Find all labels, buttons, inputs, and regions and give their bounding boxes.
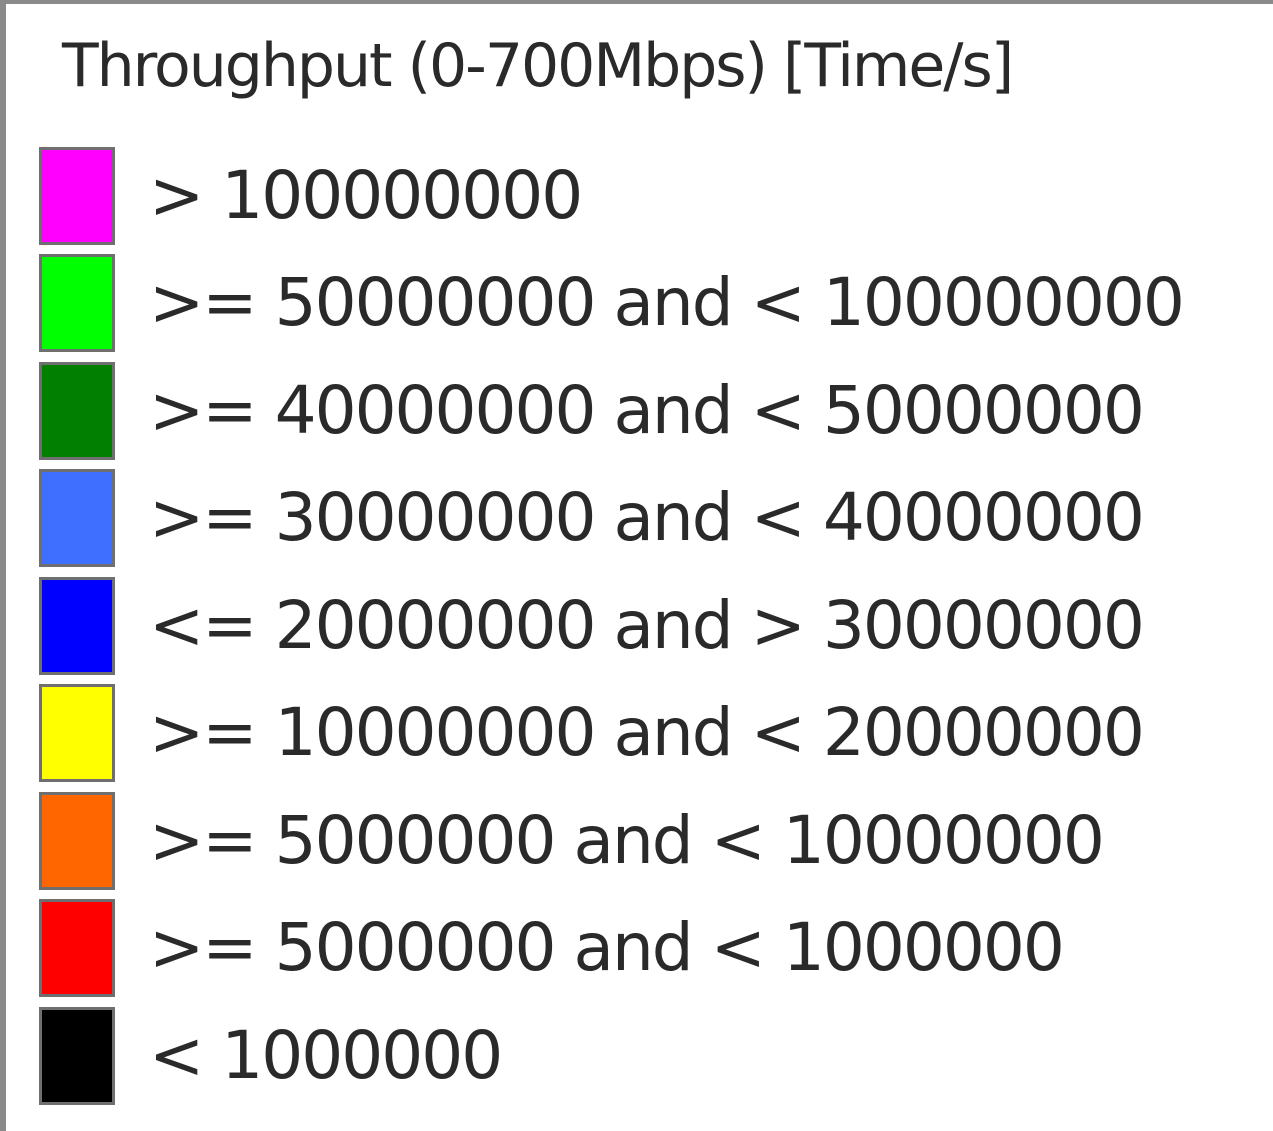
legend-item-label: > 100000000 bbox=[149, 156, 583, 234]
legend-item-label: >= 5000000 and < 1000000 bbox=[149, 909, 1065, 987]
legend-color-swatch bbox=[39, 361, 115, 460]
legend-item: >= 30000000 and < 40000000 bbox=[39, 465, 1183, 573]
legend-item: < 1000000 bbox=[39, 1002, 1183, 1110]
legend-item: >= 5000000 and < 10000000 bbox=[39, 787, 1183, 895]
legend-item-label: < 1000000 bbox=[149, 1016, 503, 1094]
legend-item-label: >= 5000000 and < 10000000 bbox=[149, 801, 1105, 879]
legend-title: Throughput (0-700Mbps) [Time/s] bbox=[62, 31, 1014, 101]
legend-list: > 100000000 >= 50000000 and < 100000000 >=… bbox=[39, 142, 1185, 1110]
legend-color-swatch bbox=[39, 1006, 115, 1105]
legend-item: >= 10000000 and < 20000000 bbox=[39, 680, 1183, 788]
legend-item-label: >= 50000000 and < 100000000 bbox=[149, 264, 1185, 342]
legend-item: > 100000000 bbox=[39, 142, 1183, 250]
legend-color-swatch bbox=[39, 254, 115, 353]
legend-item: <= 20000000 and > 30000000 bbox=[39, 572, 1183, 680]
legend-item-label: >= 30000000 and < 40000000 bbox=[149, 479, 1145, 557]
legend-item-label: >= 40000000 and < 50000000 bbox=[149, 371, 1145, 449]
legend-item: >= 40000000 and < 50000000 bbox=[39, 357, 1183, 465]
legend-item-label: >= 10000000 and < 20000000 bbox=[149, 694, 1145, 772]
legend-color-swatch bbox=[39, 684, 115, 783]
legend-item-label: <= 20000000 and > 30000000 bbox=[149, 586, 1145, 664]
legend-item: >= 5000000 and < 1000000 bbox=[39, 895, 1183, 1003]
legend-color-swatch bbox=[39, 899, 115, 998]
legend-color-swatch bbox=[39, 576, 115, 675]
legend-color-swatch bbox=[39, 791, 115, 890]
legend-color-swatch bbox=[39, 469, 115, 568]
legend-item: >= 50000000 and < 100000000 bbox=[39, 250, 1185, 358]
legend-color-swatch bbox=[39, 146, 115, 245]
